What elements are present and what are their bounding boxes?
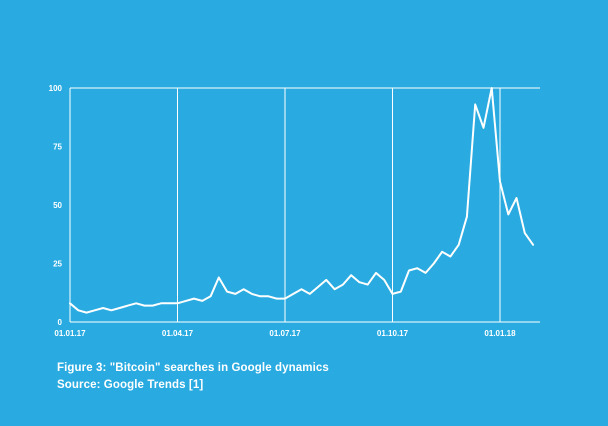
x-tick-label: 01.01.17 — [54, 329, 86, 338]
x-tick-label: 01.07.17 — [269, 329, 301, 338]
y-tick-label: 0 — [58, 318, 63, 327]
x-tick-label: 01.01.18 — [484, 329, 516, 338]
y-tick-label: 100 — [49, 84, 63, 93]
y-tick-label: 50 — [53, 201, 62, 210]
y-tick-label: 25 — [53, 260, 62, 269]
caption-source: Source: Google Trends [1] — [57, 379, 204, 391]
x-tick-label: 01.04.17 — [162, 329, 194, 338]
y-tick-label: 75 — [53, 143, 62, 152]
trend-line — [69, 87, 535, 314]
x-tick-label: 01.10.17 — [377, 329, 409, 338]
caption-title: Figure 3: "Bitcoin" searches in Google d… — [57, 362, 329, 374]
figure-caption: Figure 3: "Bitcoin" searches in Google d… — [57, 360, 329, 394]
